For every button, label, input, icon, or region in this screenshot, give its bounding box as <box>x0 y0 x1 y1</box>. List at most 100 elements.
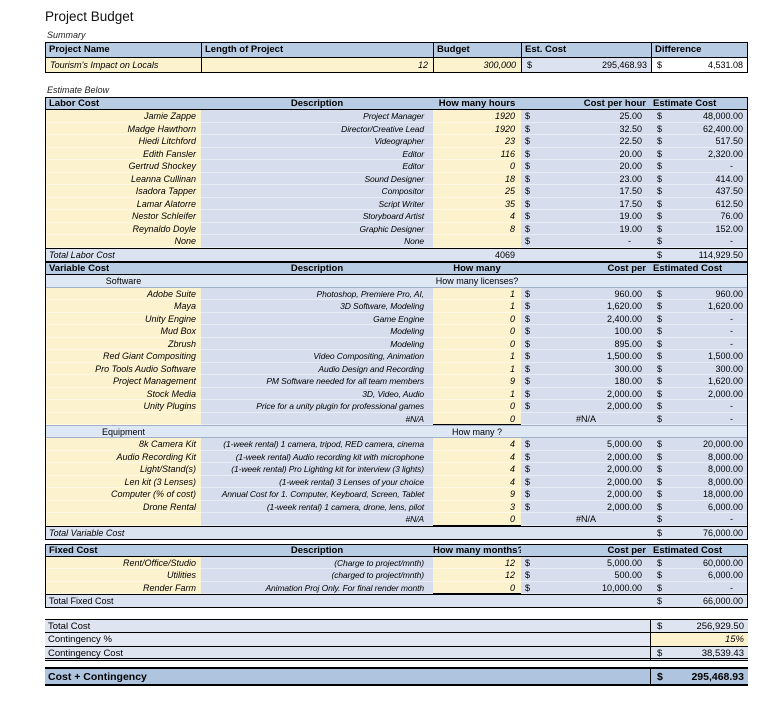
software-qty-cell[interactable]: 0 <box>433 325 521 338</box>
software-cost-cell[interactable]: $ 960.00 <box>651 287 747 300</box>
difference-cell[interactable]: $ 4,531.08 <box>651 58 747 72</box>
length-of-project-cell[interactable]: 12 <box>201 58 433 72</box>
labor-description-cell[interactable]: Director/Creative Lead <box>201 122 433 135</box>
labor-name-cell[interactable]: Hiedi Litchford <box>46 135 201 148</box>
software-name-cell[interactable]: Unity Plugins <box>46 400 201 413</box>
budget-cell[interactable]: 300,000 <box>433 58 521 72</box>
equipment-cost-cell[interactable]: $ - <box>651 513 747 526</box>
equipment-description-cell[interactable]: (1-week rental) 1 camera, drone, lens, p… <box>201 500 433 513</box>
fixed-description-cell[interactable]: Animation Proj Only. For final render mo… <box>201 581 433 594</box>
software-qty-cell[interactable]: 0 <box>433 400 521 413</box>
software-qty-cell[interactable]: 0 <box>433 412 521 425</box>
labor-hours-cell[interactable]: 18 <box>433 172 521 185</box>
software-cost-cell[interactable]: $ 1,620.00 <box>651 375 747 388</box>
equipment-cost-cell[interactable]: $ 6,000.00 <box>651 500 747 513</box>
equipment-qty-cell[interactable]: 3 <box>433 500 521 513</box>
software-rate-cell[interactable]: $ 300.00 <box>521 362 651 375</box>
software-rate-cell[interactable]: $ #N/A <box>521 412 651 425</box>
labor-rate-cell[interactable]: $ 23.00 <box>521 172 651 185</box>
software-qty-cell[interactable]: 1 <box>433 387 521 400</box>
labor-hours-cell[interactable]: 35 <box>433 197 521 210</box>
labor-hours-cell[interactable]: 8 <box>433 222 521 235</box>
software-description-cell[interactable]: Video Compositing, Animation <box>201 350 433 363</box>
labor-cost-cell[interactable]: $ - <box>651 160 747 173</box>
software-qty-cell[interactable]: 1 <box>433 300 521 313</box>
labor-name-cell[interactable]: Madge Hawthorn <box>46 122 201 135</box>
software-cost-cell[interactable]: $ 300.00 <box>651 362 747 375</box>
labor-hours-cell[interactable]: 0 <box>433 160 521 173</box>
software-description-cell[interactable]: #N/A <box>201 412 433 425</box>
equipment-qty-cell[interactable]: 4 <box>433 475 521 488</box>
software-name-cell[interactable]: Unity Engine <box>46 312 201 325</box>
equipment-qty-cell[interactable]: 4 <box>433 438 521 451</box>
equipment-name-cell[interactable] <box>46 513 201 526</box>
fixed-months-cell[interactable]: 12 <box>433 556 521 569</box>
labor-rate-cell[interactable]: $ 19.00 <box>521 222 651 235</box>
labor-cost-cell[interactable]: $ 152.00 <box>651 222 747 235</box>
software-qty-cell[interactable]: 1 <box>433 362 521 375</box>
equipment-rate-cell[interactable]: $ 2,000.00 <box>521 463 651 476</box>
labor-hours-cell[interactable] <box>433 235 521 248</box>
labor-rate-cell[interactable]: $ 19.00 <box>521 210 651 223</box>
software-rate-cell[interactable]: $ 895.00 <box>521 337 651 350</box>
labor-hours-cell[interactable]: 1920 <box>433 110 521 123</box>
equipment-name-cell[interactable]: Drone Rental <box>46 500 201 513</box>
equipment-cost-cell[interactable]: $ 8,000.00 <box>651 450 747 463</box>
labor-rate-cell[interactable]: $ 22.50 <box>521 135 651 148</box>
labor-rate-cell[interactable]: $ 32.50 <box>521 122 651 135</box>
labor-name-cell[interactable]: Jamie Zappe <box>46 110 201 123</box>
labor-cost-cell[interactable]: $ 48,000.00 <box>651 110 747 123</box>
labor-description-cell[interactable]: Editor <box>201 160 433 173</box>
equipment-name-cell[interactable]: Computer (% of cost) <box>46 488 201 501</box>
software-cost-cell[interactable]: $ 1,620.00 <box>651 300 747 313</box>
labor-name-cell[interactable]: Nestor Schleifer <box>46 210 201 223</box>
software-cost-cell[interactable]: $ 2,000.00 <box>651 387 747 400</box>
labor-hours-cell[interactable]: 25 <box>433 185 521 198</box>
software-name-cell[interactable]: Pro Tools Audio Software <box>46 362 201 375</box>
equipment-name-cell[interactable]: Len kit (3 Lenses) <box>46 475 201 488</box>
labor-description-cell[interactable]: Compositor <box>201 185 433 198</box>
labor-name-cell[interactable]: Leanna Cullinan <box>46 172 201 185</box>
labor-description-cell[interactable]: Sound Designer <box>201 172 433 185</box>
labor-name-cell[interactable]: None <box>46 235 201 248</box>
equipment-qty-cell[interactable]: 0 <box>433 513 521 526</box>
est-cost-cell[interactable]: $ 295,468.93 <box>521 58 651 72</box>
software-name-cell[interactable] <box>46 412 201 425</box>
labor-rate-cell[interactable]: $ 20.00 <box>521 160 651 173</box>
software-name-cell[interactable]: Maya <box>46 300 201 313</box>
software-description-cell[interactable]: Price for a unity plugin for professiona… <box>201 400 433 413</box>
software-qty-cell[interactable]: 0 <box>433 312 521 325</box>
software-name-cell[interactable]: Stock Media <box>46 387 201 400</box>
software-cost-cell[interactable]: $ - <box>651 312 747 325</box>
labor-name-cell[interactable]: Lamar Alatorre <box>46 197 201 210</box>
total-cost-value[interactable]: $ 256,929.50 <box>650 620 748 633</box>
fixed-rate-cell[interactable]: $ 500.00 <box>521 569 651 582</box>
software-cost-cell[interactable]: $ - <box>651 325 747 338</box>
equipment-qty-cell[interactable]: 4 <box>433 450 521 463</box>
labor-hours-cell[interactable]: 4 <box>433 210 521 223</box>
equipment-cost-cell[interactable]: $ 8,000.00 <box>651 475 747 488</box>
equipment-qty-cell[interactable]: 4 <box>433 463 521 476</box>
labor-rate-cell[interactable]: $ 17.50 <box>521 185 651 198</box>
grand-total-value[interactable]: $ 295,468.93 <box>650 669 748 686</box>
software-rate-cell[interactable]: $ 1,620.00 <box>521 300 651 313</box>
software-rate-cell[interactable]: $ 1,500.00 <box>521 350 651 363</box>
fixed-name-cell[interactable]: Render Farm <box>46 581 201 594</box>
fixed-rate-cell[interactable]: $ 5,000.00 <box>521 556 651 569</box>
software-description-cell[interactable]: 3D, Video, Audio <box>201 387 433 400</box>
software-description-cell[interactable]: Photoshop, Premiere Pro, AI, <box>201 287 433 300</box>
fixed-months-cell[interactable]: 0 <box>433 581 521 594</box>
labor-total-hours[interactable]: 4069 <box>494 249 515 260</box>
software-description-cell[interactable]: 3D Software, Modeling <box>201 300 433 313</box>
software-description-cell[interactable]: PM Software needed for all team members <box>201 375 433 388</box>
equipment-rate-cell[interactable]: $ 2,000.00 <box>521 500 651 513</box>
equipment-name-cell[interactable]: 8k Camera Kit <box>46 438 201 451</box>
fixed-months-cell[interactable]: 12 <box>433 569 521 582</box>
equipment-cost-cell[interactable]: $ 18,000.00 <box>651 488 747 501</box>
software-cost-cell[interactable]: $ - <box>651 400 747 413</box>
software-description-cell[interactable]: Modeling <box>201 337 433 350</box>
equipment-cost-cell[interactable]: $ 8,000.00 <box>651 463 747 476</box>
contingency-cost-value[interactable]: $ 38,539.43 <box>650 647 748 660</box>
software-cost-cell[interactable]: $ - <box>651 412 747 425</box>
equipment-rate-cell[interactable]: $ 2,000.00 <box>521 488 651 501</box>
